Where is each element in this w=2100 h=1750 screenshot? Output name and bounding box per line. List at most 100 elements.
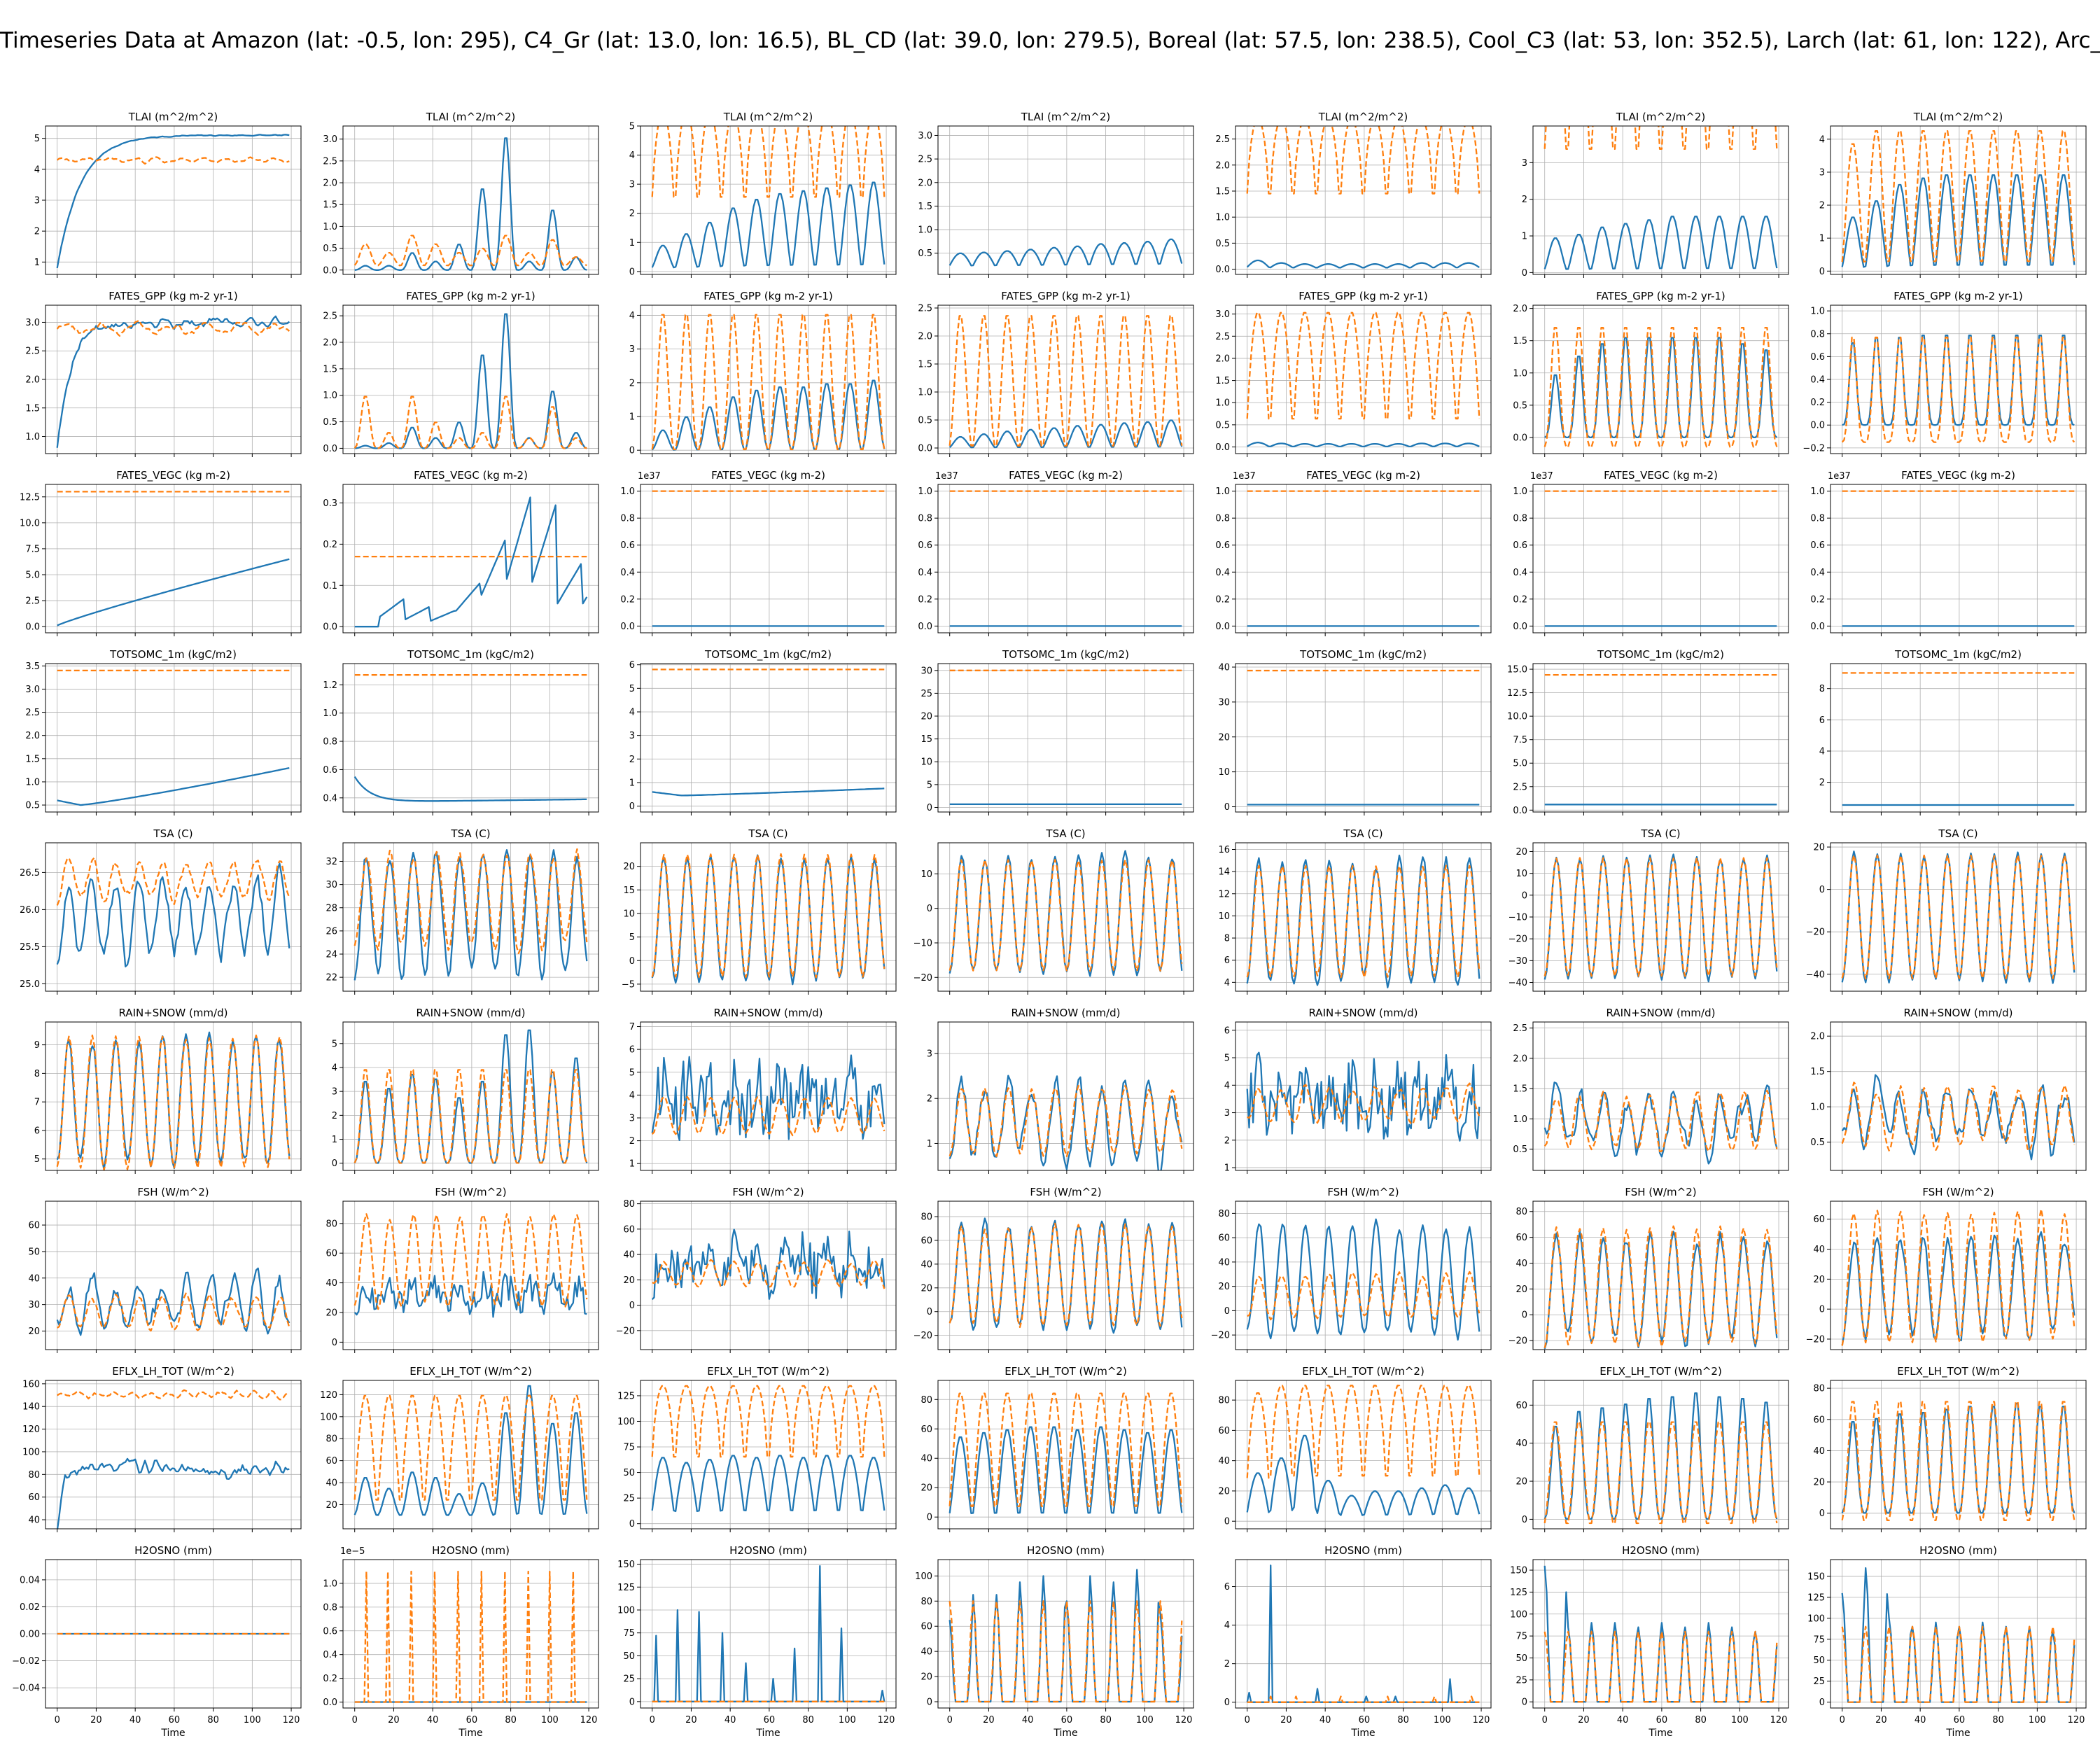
y-tick-label: 0.2 — [918, 594, 932, 605]
x-tick-label: 120 — [878, 1715, 895, 1726]
x-tick-label: 60 — [1359, 1715, 1371, 1726]
series-line-solid — [354, 776, 587, 802]
axes-frame — [640, 1380, 897, 1530]
axes-frame — [640, 663, 897, 813]
x-tick-label: 40 — [427, 1715, 439, 1726]
y-tick-label: 20 — [1813, 843, 1825, 853]
axes-frame — [937, 484, 1194, 634]
axes-frame — [1532, 1021, 1789, 1171]
y-tick-label: 4 — [629, 150, 635, 161]
subplot: FATES_VEGC (kg m-2) 0.0 0.2 0.4 0.6 0.8 1.01e3… — [918, 469, 1194, 636]
y-tick-label: 1.0 — [1810, 486, 1825, 497]
x-tick-label: 100 — [1434, 1715, 1451, 1726]
y-tick-label: 25.0 — [20, 979, 40, 990]
y-tick-label: 125 — [1510, 1588, 1527, 1598]
y-tick-label: 0 — [1819, 1508, 1825, 1519]
y-tick-label: 60 — [1516, 1233, 1527, 1243]
y-tick-label: 10 — [623, 909, 635, 919]
x-tick-label: 80 — [207, 1715, 219, 1726]
y-tick-label: 0.6 — [1513, 540, 1527, 551]
series-line-solid — [57, 558, 290, 626]
y-tick-label: 2.0 — [1215, 160, 1230, 171]
y-tick-label: 1.0 — [1810, 1102, 1825, 1113]
subplot-title: TOTSOMC_1m (kgC/m2) — [704, 648, 832, 662]
y-tick-label: 80 — [920, 1395, 932, 1406]
y-tick-label: 4 — [629, 311, 635, 321]
y-tick-label: 3.0 — [25, 685, 40, 695]
y-tick-label: 2.5 — [918, 155, 932, 165]
y-tick-label: 8 — [1224, 934, 1230, 944]
axes-frame — [342, 663, 599, 813]
series-line-solid — [57, 766, 290, 806]
axes-frame — [1830, 125, 2087, 275]
subplot: FATES_VEGC (kg m-2) 0.0 0.2 0.4 0.6 0.8 1.01e3… — [1513, 469, 1789, 636]
subplot-title: TOTSOMC_1m (kgC/m2) — [407, 648, 534, 662]
y-tick-label: 2.0 — [25, 731, 40, 741]
y-tick-label: 2.0 — [918, 332, 932, 342]
y-tick-label: 25 — [920, 689, 932, 699]
y-tick-label: 0 — [927, 1698, 932, 1708]
x-tick-label: 0 — [1542, 1715, 1548, 1726]
y-tick-label: 40 — [326, 1478, 337, 1489]
series-line-dashed — [948, 315, 1183, 447]
series-line-dashed — [354, 1069, 588, 1164]
y-tick-label: 2.0 — [1215, 354, 1230, 364]
subplot: TLAI (m^2/m^2) 0 1 2 3 4 — [1819, 111, 2087, 278]
y-tick-label: 12.5 — [1507, 688, 1527, 699]
subplot: EFLX_LH_TOT (W/m^2) 20 40 60 80 100 120 — [320, 1365, 599, 1532]
y-tick-label: 75 — [623, 1443, 635, 1453]
y-tick-label: 0.6 — [1215, 540, 1230, 551]
y-tick-label: 4 — [1224, 1620, 1230, 1631]
y-tick-label: 0.5 — [323, 244, 337, 254]
series-line-solid — [1246, 1434, 1480, 1516]
series-line-solid — [1246, 259, 1480, 269]
series-line-dashed — [652, 1259, 886, 1289]
axes-frame — [937, 304, 1194, 454]
series-line-solid — [948, 1426, 1183, 1514]
y-tick-label: 2.5 — [25, 596, 40, 607]
y-tick-label: 20 — [920, 1672, 932, 1683]
y-tick-label: 7.5 — [1513, 735, 1527, 746]
series-line-solid — [652, 788, 885, 797]
series-line-dashed — [1841, 130, 2076, 263]
subplot-title: RAIN+SNOW (mm/d) — [416, 1007, 526, 1019]
series-line-dashed — [1841, 1401, 2076, 1521]
y-tick-label: 10 — [1218, 767, 1230, 778]
subplot: FSH (W/m^2) −20 0 20 40 60 — [1806, 1186, 2087, 1353]
axes-frame — [937, 842, 1194, 992]
y-tick-label: 7 — [34, 1098, 40, 1108]
axes-frame — [1235, 1200, 1492, 1350]
y-tick-label: 26.0 — [20, 905, 40, 916]
y-tick-label: 80 — [28, 1470, 40, 1480]
y-tick-label: 2 — [629, 1136, 635, 1147]
axes-frame — [1235, 1559, 1492, 1709]
subplot-title: TSA (C) — [450, 827, 490, 840]
x-tick-label: 80 — [1992, 1715, 2004, 1726]
series-line-solid — [1544, 216, 1778, 270]
y-tick-label: 6 — [629, 1045, 635, 1056]
series-line-solid — [651, 1054, 886, 1141]
y-tick-label: 1 — [332, 1135, 337, 1145]
subplot-title: H2OSNO (mm) — [134, 1544, 212, 1557]
y-tick-label: 0.0 — [25, 622, 40, 633]
subplot-title: FATES_GPP (kg m-2 yr-1) — [1893, 290, 2023, 303]
y-tick-label: −40 — [1508, 978, 1527, 988]
axes-frame — [1532, 304, 1789, 454]
series-line-solid — [354, 849, 588, 981]
y-tick-label: 20 — [1516, 1284, 1527, 1295]
axes-frame — [1235, 304, 1492, 454]
y-tick-label: 0.6 — [918, 540, 932, 551]
x-tick-label: 120 — [1770, 1715, 1788, 1726]
subplot-title: FSH (W/m^2) — [1030, 1186, 1101, 1198]
series-line-dashed — [57, 1389, 290, 1401]
subplot-title: FATES_GPP (kg m-2 yr-1) — [1298, 290, 1428, 303]
y-tick-label: 1 — [927, 1139, 932, 1149]
subplot-title: TOTSOMC_1m (kgC/m2) — [1597, 648, 1724, 662]
series-line-solid — [1841, 850, 2076, 984]
y-tick-label: 100 — [617, 1605, 635, 1616]
y-tick-label: 150 — [617, 1560, 635, 1570]
subplot-title: H2OSNO (mm) — [1919, 1544, 1997, 1557]
axes-frame — [1235, 663, 1492, 813]
subplot: H2OSNO (mm) 0 20 40 60 80 100 120 Time 0 25 50 75 100… — [1510, 1544, 1789, 1739]
x-tick-label: 60 — [1061, 1715, 1073, 1726]
